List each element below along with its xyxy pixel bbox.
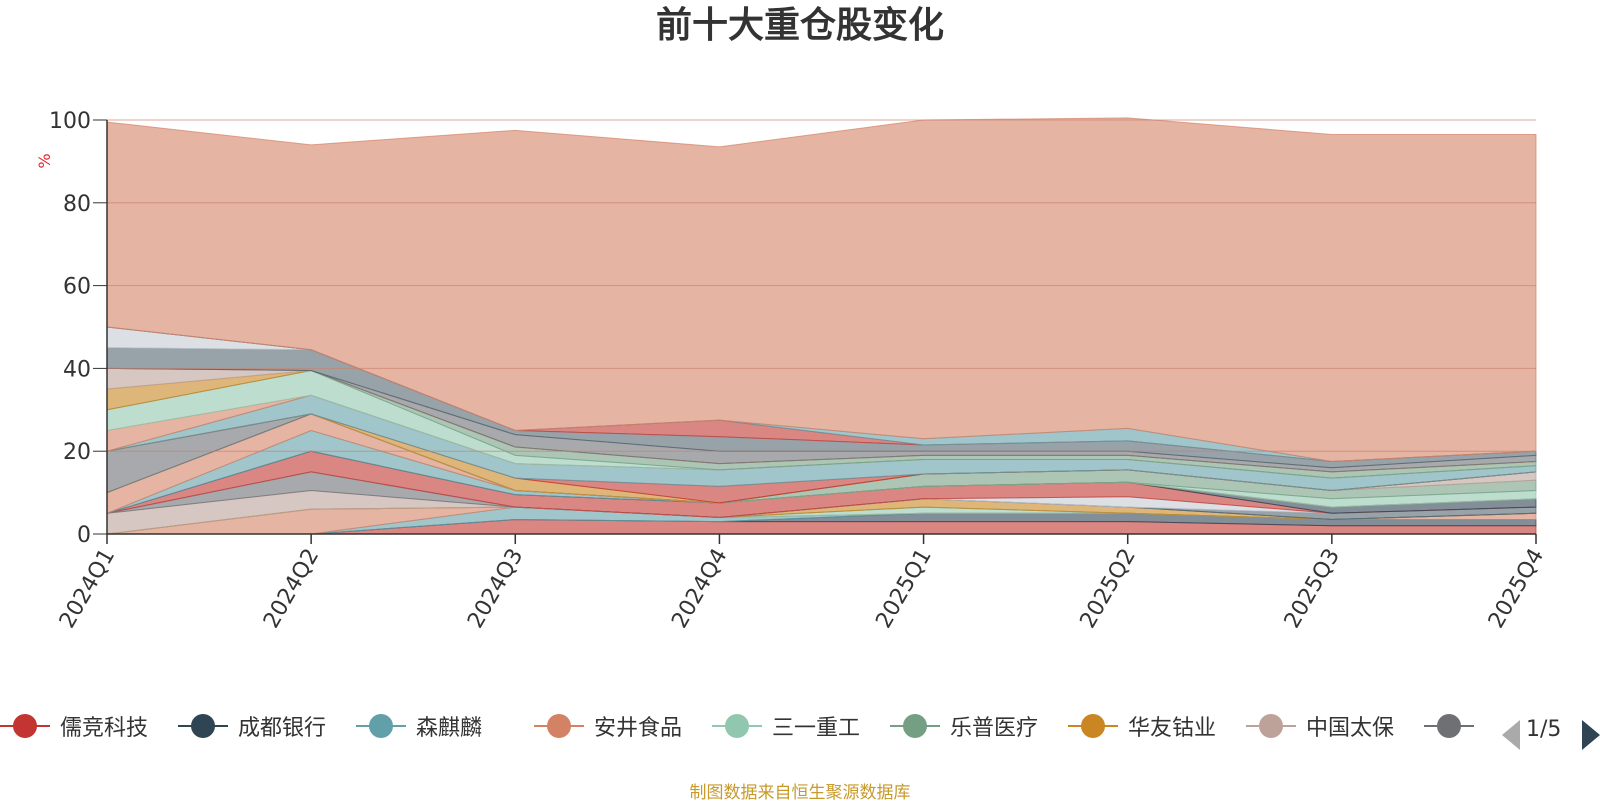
y-tick-label: 100: [49, 109, 91, 134]
legend-item[interactable]: 森麒麟: [356, 708, 482, 744]
x-tick-label: 2024Q3: [463, 545, 528, 633]
legend-item[interactable]: 乐普医疗: [890, 708, 1038, 744]
x-tick-label: 2025Q4: [1484, 545, 1549, 633]
legend-item-label: 森麒麟: [416, 716, 483, 741]
legend-next-page-icon[interactable]: [1582, 720, 1600, 750]
legend-prev-page-icon[interactable]: [1502, 720, 1520, 750]
x-tick-label: 2024Q1: [55, 545, 120, 633]
y-tick-label: 60: [63, 275, 91, 300]
legend-item-label: 中国太保: [1306, 716, 1395, 741]
legend-item[interactable]: 中国太保: [1246, 708, 1394, 744]
legend-marker-icon: [1068, 713, 1118, 739]
legend-marker-icon: [1246, 713, 1296, 739]
legend-item[interactable]: 儒竞科技: [0, 708, 148, 744]
x-tick-label: 2024Q4: [667, 545, 732, 633]
x-tick-label: 2024Q2: [259, 545, 324, 633]
y-tick-label: 0: [77, 523, 91, 548]
legend-marker-icon: [0, 713, 50, 739]
chart-plot: 0 20 40 60 80 100 2024Q1 2024Q2 2024Q3 2024Q4 2025…: [35, 109, 1549, 633]
legend-item[interactable]: 安井食品: [534, 708, 682, 744]
legend-marker-icon: [178, 713, 228, 739]
legend-items-viewport: 儒竞科技 成都银行 森麒麟 安井食品 三一重工 乐普医疗 华友钴业 中国太保 华鲁恒升: [0, 700, 1482, 750]
legend-item-label: 乐普医疗: [950, 716, 1039, 741]
legend-marker-icon: [356, 713, 406, 739]
legend-marker-icon: [534, 713, 584, 739]
legend-item-label: 安井食品: [594, 716, 683, 741]
x-tick-label: 2025Q1: [871, 545, 936, 633]
source-note: 制图数据来自恒生聚源数据库: [689, 783, 911, 803]
legend-item[interactable]: 三一重工: [712, 708, 860, 744]
legend: 儒竞科技 成都银行 森麒麟 安井食品 三一重工 乐普医疗 华友钴业 中国太保 华鲁恒升: [0, 700, 1600, 750]
y-axis-label: %: [35, 153, 54, 168]
legend-marker-icon: [890, 713, 940, 739]
legend-item[interactable]: 华友钴业: [1068, 708, 1216, 744]
chart-title: 前十大重仓股变化: [655, 5, 944, 46]
y-tick-label: 40: [63, 357, 91, 382]
x-tick-label: 2025Q2: [1076, 545, 1141, 633]
legend-item[interactable]: 华鲁恒升: [1424, 708, 1482, 744]
legend-item[interactable]: 成都银行: [178, 708, 326, 744]
y-tick-label: 80: [63, 192, 91, 217]
legend-item-label: 成都银行: [238, 716, 327, 741]
legend-page-indicator: 1/5: [1526, 717, 1562, 742]
legend-marker-icon: [712, 713, 762, 739]
y-tick-label: 20: [63, 440, 91, 465]
legend-item-label: 三一重工: [772, 716, 861, 741]
legend-item-label: 华友钴业: [1128, 716, 1217, 741]
grid-layer: [107, 119, 1536, 452]
legend-marker-icon: [1424, 713, 1474, 739]
area-layer: [106, 117, 1537, 535]
legend-item-label: 儒竞科技: [60, 716, 149, 741]
x-tick-label: 2025Q3: [1280, 545, 1345, 633]
